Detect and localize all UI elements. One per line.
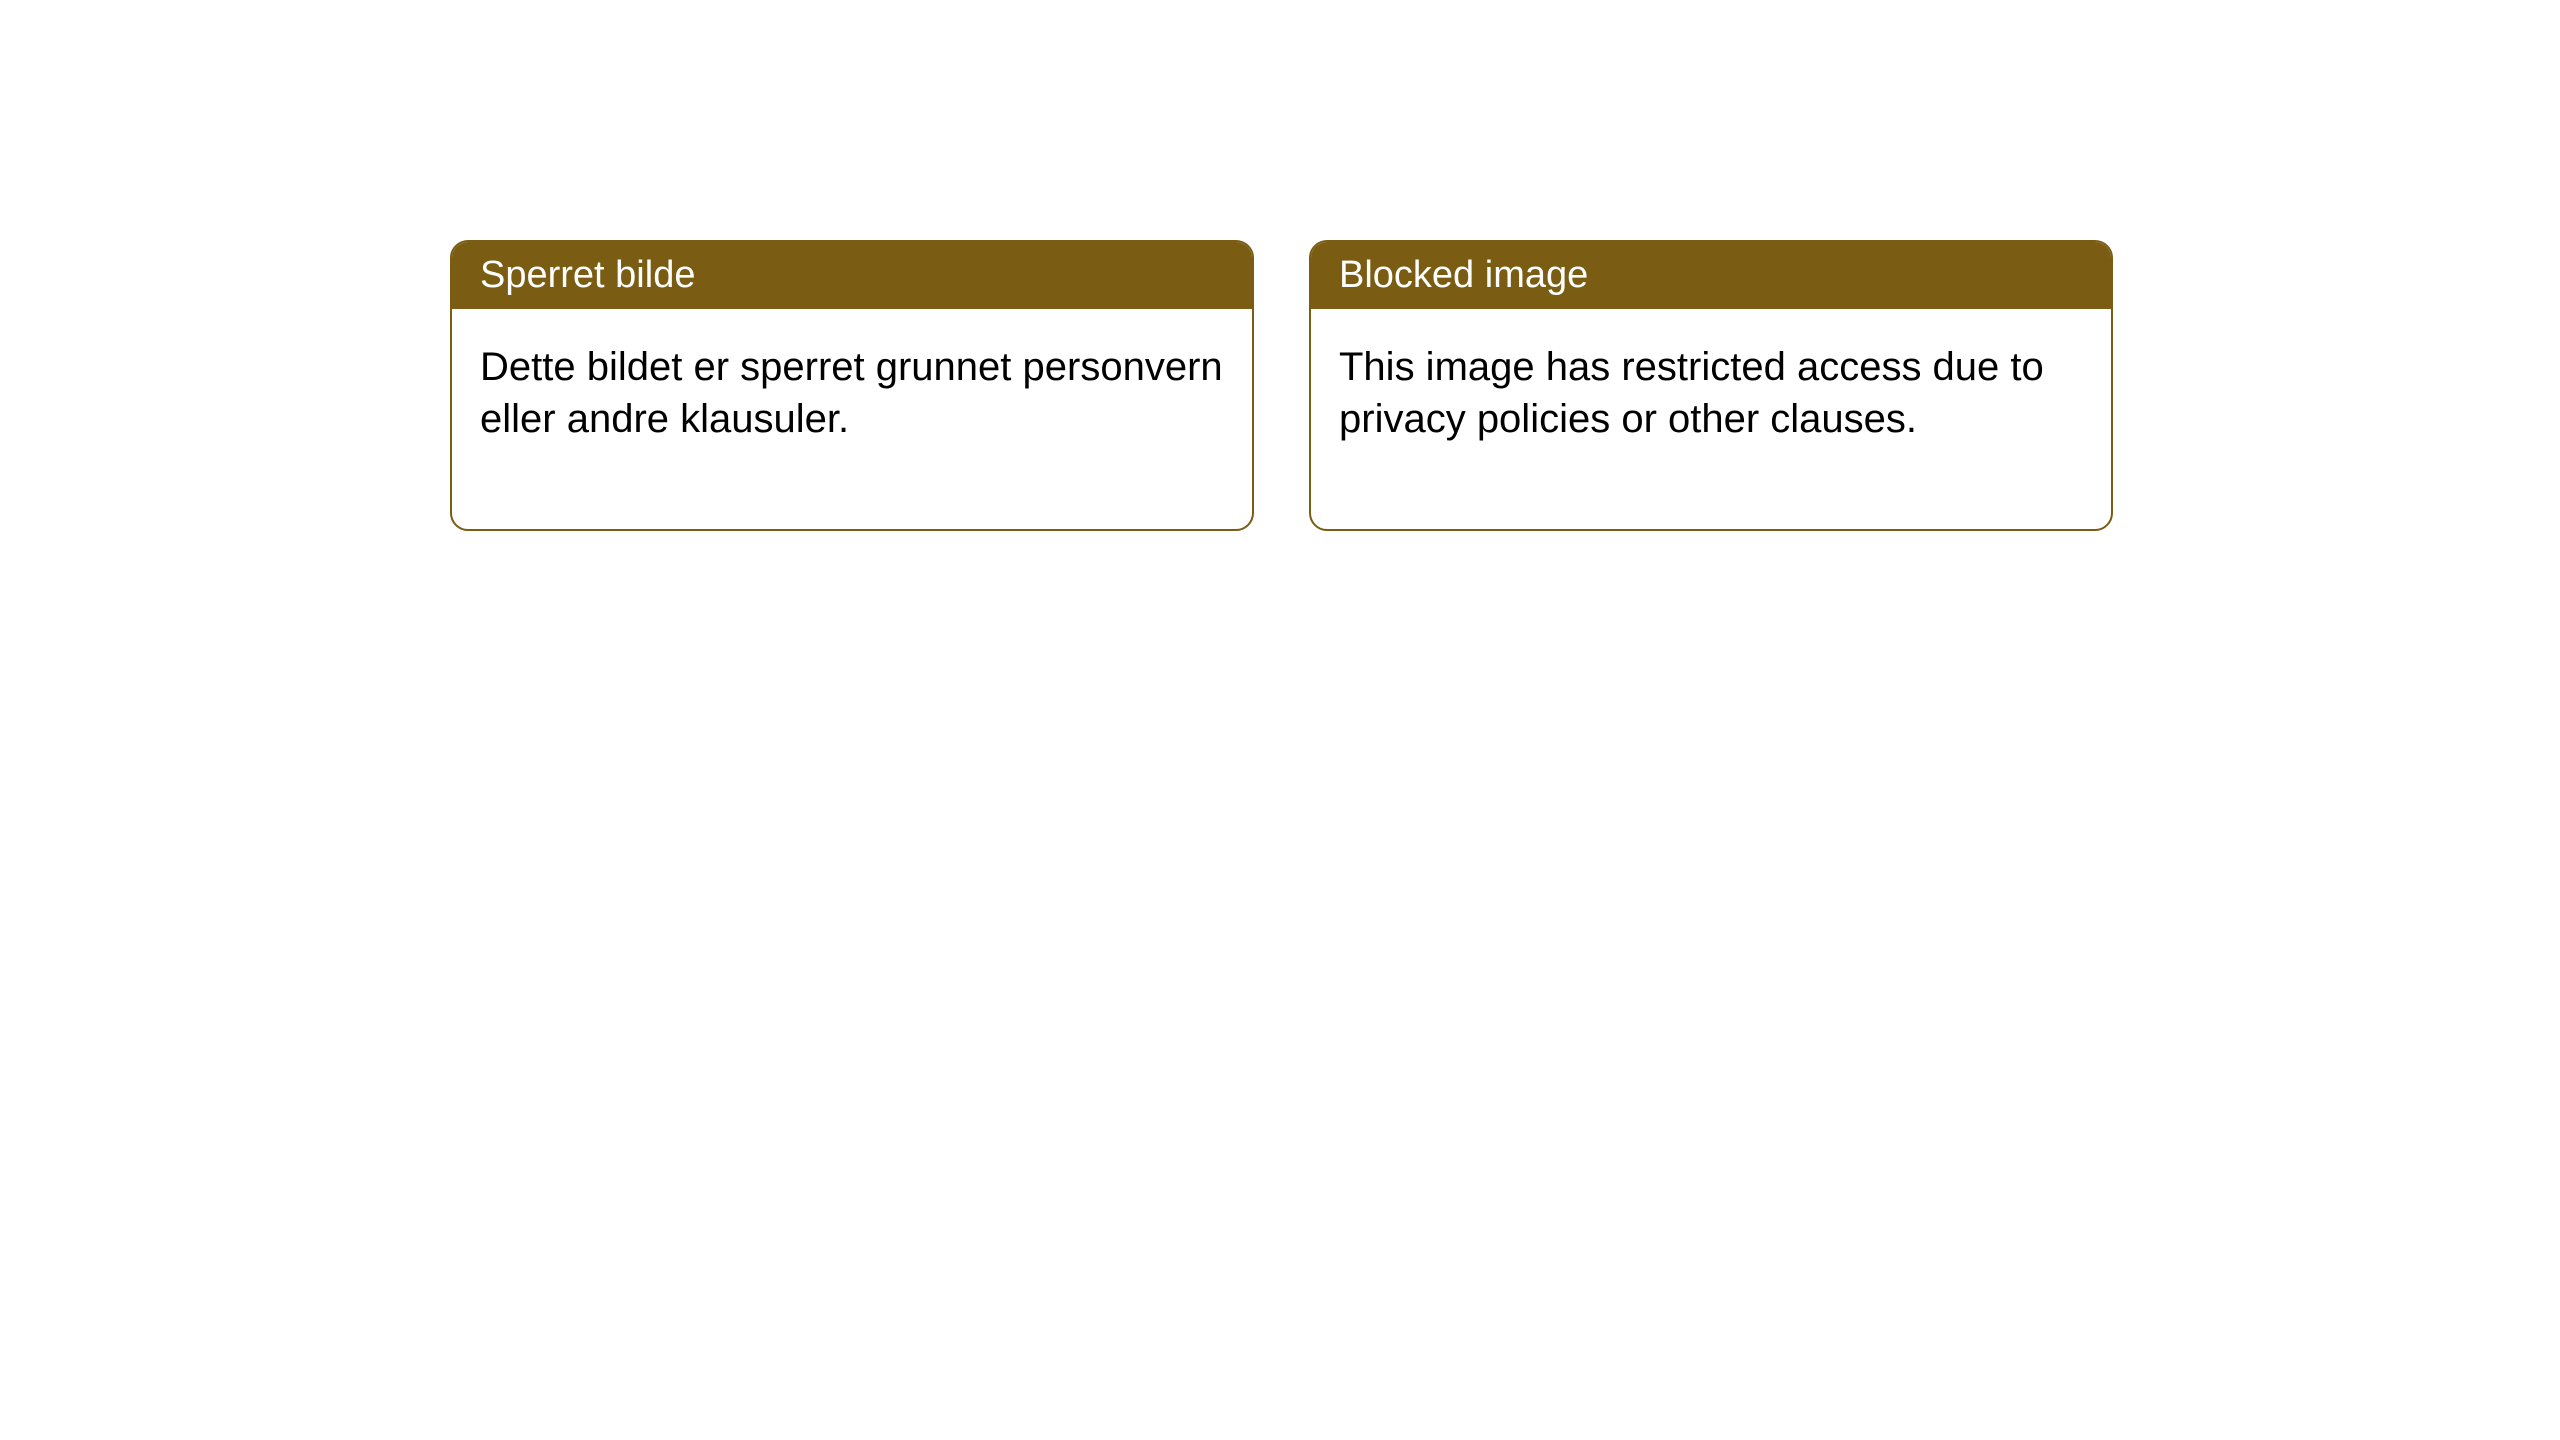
card-body-english: This image has restricted access due to … (1311, 309, 2111, 529)
card-title: Blocked image (1339, 254, 1588, 296)
card-title: Sperret bilde (480, 254, 695, 296)
blocked-image-card-english: Blocked image This image has restricted … (1309, 240, 2113, 531)
card-header-norwegian: Sperret bilde (452, 242, 1252, 309)
blocked-image-card-norwegian: Sperret bilde Dette bildet er sperret gr… (450, 240, 1254, 531)
card-body-norwegian: Dette bildet er sperret grunnet personve… (452, 309, 1252, 529)
card-body-text: Dette bildet er sperret grunnet personve… (480, 345, 1223, 441)
card-body-text: This image has restricted access due to … (1339, 345, 2044, 441)
notice-cards-container: Sperret bilde Dette bildet er sperret gr… (450, 240, 2113, 531)
card-header-english: Blocked image (1311, 242, 2111, 309)
